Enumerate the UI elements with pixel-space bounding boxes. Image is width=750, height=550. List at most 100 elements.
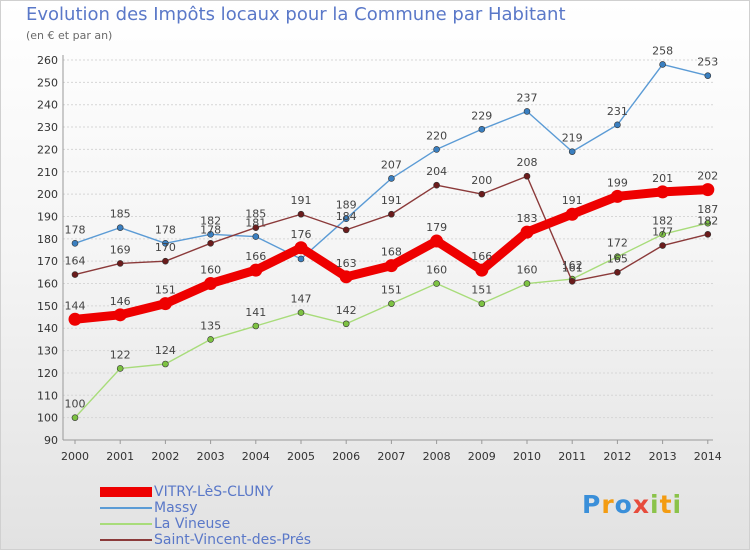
x-tick-label: 2008 <box>423 450 451 463</box>
data-point <box>252 224 260 231</box>
data-label: 237 <box>517 91 538 104</box>
legend-swatch-saint-vincent <box>100 539 152 541</box>
logo-letter: x <box>632 490 650 519</box>
data-label: 202 <box>697 170 718 183</box>
data-label: 178 <box>155 223 176 236</box>
legend-label-saint-vincent: Saint-Vincent-des-Prés <box>154 532 312 548</box>
legend-item-saint-vincent[interactable]: Saint-Vincent-des-Prés <box>100 532 400 548</box>
data-label: 178 <box>65 223 86 236</box>
data-point <box>388 175 395 182</box>
y-tick-label: 240 <box>37 99 58 112</box>
y-tick-label: 220 <box>37 143 58 156</box>
x-tick-label: 2003 <box>197 450 225 463</box>
data-point <box>113 308 127 322</box>
data-label: 161 <box>562 261 583 274</box>
data-label: 191 <box>291 194 312 207</box>
legend-label-vitry: VITRY-LèS-CLUNY <box>154 484 274 500</box>
data-point <box>523 172 531 180</box>
data-label: 165 <box>607 252 628 265</box>
data-label: 183 <box>517 212 538 225</box>
data-point <box>249 263 263 277</box>
data-label: 220 <box>426 129 447 142</box>
data-point <box>568 277 576 285</box>
data-point <box>433 181 440 189</box>
proxiti-logo: Proxiti <box>582 490 682 519</box>
chart-legend: VITRY-LèS-CLUNY Massy La Vineuse Saint-V… <box>100 484 400 548</box>
x-tick-label: 2006 <box>332 450 360 463</box>
legend-item-massy[interactable]: Massy <box>100 500 400 516</box>
y-tick-label: 190 <box>37 210 58 223</box>
data-point <box>162 360 169 368</box>
data-point <box>71 271 79 278</box>
data-label: 185 <box>110 208 131 221</box>
data-label: 160 <box>200 264 221 277</box>
x-tick-label: 2012 <box>603 450 631 463</box>
y-tick-label: 250 <box>37 76 58 89</box>
data-point <box>701 183 715 197</box>
x-tick-label: 2014 <box>694 450 722 463</box>
data-point <box>71 414 79 421</box>
data-label: 182 <box>200 214 221 227</box>
data-label: 231 <box>607 105 628 118</box>
data-label: 141 <box>245 306 266 319</box>
data-point <box>614 253 621 261</box>
data-label: 253 <box>697 56 718 69</box>
logo-letter: i <box>672 490 683 519</box>
data-point <box>388 210 395 218</box>
logo-letter: t <box>659 490 673 519</box>
data-point <box>610 189 624 203</box>
data-label: 151 <box>381 284 402 297</box>
data-label: 163 <box>336 257 357 270</box>
y-tick-label: 160 <box>37 278 58 291</box>
data-point <box>207 336 214 343</box>
x-tick-label: 2002 <box>151 450 179 463</box>
legend-item-la-vineuse[interactable]: La Vineuse <box>100 516 400 532</box>
data-point <box>433 280 440 287</box>
data-point <box>297 255 305 263</box>
data-label: 177 <box>652 226 673 239</box>
y-tick-label: 210 <box>37 166 58 179</box>
data-label: 124 <box>155 344 176 357</box>
data-point <box>659 231 666 238</box>
x-tick-label: 2011 <box>558 450 586 463</box>
y-tick-label: 200 <box>37 188 58 201</box>
data-point <box>162 239 169 247</box>
data-label: 184 <box>336 210 357 223</box>
data-label: 100 <box>65 398 86 411</box>
y-tick-label: 150 <box>37 300 58 313</box>
data-label: 147 <box>291 293 312 306</box>
y-tick-label: 260 <box>37 54 58 67</box>
legend-item-vitry[interactable]: VITRY-LèS-CLUNY <box>100 484 400 500</box>
data-label: 208 <box>517 156 538 169</box>
data-label: 166 <box>471 250 492 263</box>
x-tick-label: 2005 <box>287 450 315 463</box>
data-label: 229 <box>471 109 492 122</box>
y-tick-label: 120 <box>37 367 58 380</box>
data-label: 135 <box>200 319 221 332</box>
x-tick-label: 2007 <box>377 450 405 463</box>
y-tick-label: 140 <box>37 322 58 335</box>
data-label: 191 <box>381 194 402 207</box>
data-point <box>656 185 670 199</box>
y-tick-label: 90 <box>44 434 58 447</box>
data-label: 151 <box>155 284 176 297</box>
data-point <box>116 365 124 372</box>
legend-label-la-vineuse: La Vineuse <box>154 516 231 532</box>
data-label: 179 <box>426 221 447 234</box>
data-label: 258 <box>652 44 673 57</box>
data-label: 122 <box>110 348 131 361</box>
data-point <box>68 312 82 326</box>
data-point <box>342 215 350 223</box>
data-point <box>297 309 305 316</box>
data-point <box>116 224 124 231</box>
data-point <box>252 322 260 330</box>
x-tick-label: 2001 <box>106 450 134 463</box>
data-point <box>252 233 260 240</box>
data-label: 172 <box>607 237 628 250</box>
data-point <box>339 270 353 284</box>
y-tick-label: 110 <box>37 389 58 402</box>
data-point <box>207 239 214 247</box>
data-label: 160 <box>426 264 447 277</box>
data-point <box>158 297 172 311</box>
data-point <box>478 125 486 133</box>
